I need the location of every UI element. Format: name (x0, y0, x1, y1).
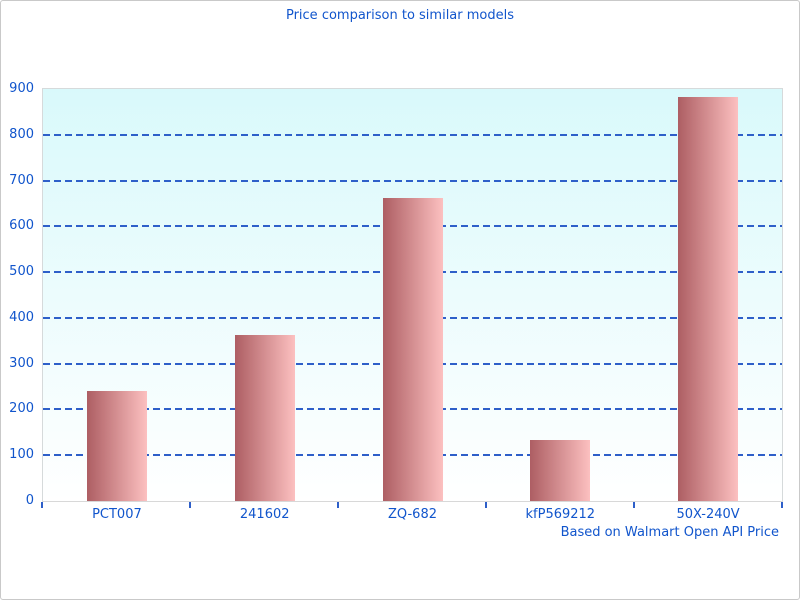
bar-50X-240V (678, 97, 739, 501)
y-axis-label-500: 500 (9, 264, 34, 280)
x-axis-label-50X-240V: 50X-240V (676, 507, 740, 522)
x-axis-label-kfP569212: kfP569212 (525, 507, 596, 522)
y-axis-label-900: 900 (9, 81, 34, 96)
bar-kfP569212 (530, 440, 591, 501)
x-axis-tick (189, 502, 191, 508)
y-axis-label-100: 100 (9, 447, 34, 463)
y-axis-label-800: 800 (9, 126, 34, 142)
x-axis-label-241602: 241602 (239, 507, 290, 522)
x-axis-tick (781, 502, 783, 508)
x-axis-tick (337, 502, 339, 508)
bar-ZQ-682 (382, 198, 443, 501)
x-axis-label-PCT007: PCT007 (92, 507, 142, 522)
y-axis-label-700: 700 (9, 172, 34, 188)
x-axis-tick (41, 502, 43, 508)
x-axis-tick (633, 502, 635, 508)
y-axis-label-0: 0 (25, 493, 34, 508)
y-axis-label-300: 300 (9, 355, 34, 371)
chart-title: Price comparison to similar models (285, 8, 515, 23)
bar-PCT007 (86, 391, 147, 501)
gridline-800 (43, 133, 782, 136)
bar-241602 (234, 335, 295, 501)
y-axis-label-400: 400 (9, 309, 34, 325)
y-axis-label-200: 200 (9, 401, 34, 417)
gridline-700 (43, 179, 782, 182)
x-axis-label-ZQ-682: ZQ-682 (387, 507, 437, 522)
footer-note: Based on Walmart Open API Price (560, 525, 779, 540)
plot-area (42, 88, 783, 502)
x-axis-tick (485, 502, 487, 508)
y-axis-label-600: 600 (9, 218, 34, 234)
